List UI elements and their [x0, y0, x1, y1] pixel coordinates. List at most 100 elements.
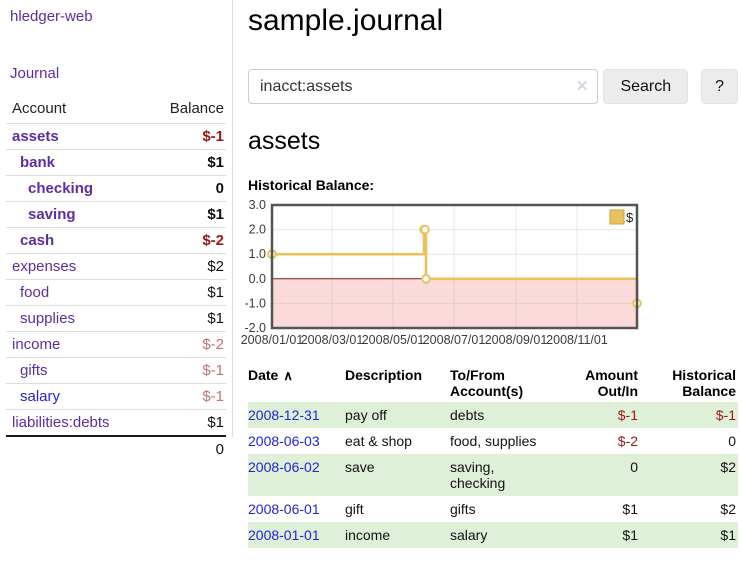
- sort-ascending-icon: ∧: [283, 368, 293, 383]
- account-balance: $-2: [144, 227, 226, 254]
- account-balance: $-1: [144, 357, 226, 384]
- transaction-date-link[interactable]: 2008-12-31: [248, 407, 320, 423]
- sidebar-account-row: food $1: [6, 279, 226, 306]
- date-cell: 2008-06-02: [248, 454, 345, 496]
- account-balance: 0: [144, 175, 226, 202]
- transaction-date-link[interactable]: 2008-06-01: [248, 501, 320, 517]
- date-cell: 2008-01-01: [248, 522, 345, 548]
- account-name-cell: cash: [6, 227, 145, 254]
- date-column-header: Date ∧: [248, 363, 345, 402]
- chart-canvas: $3.0 2.0 1.0 0.0 -1.0 -2.02008/01/012008/03/0…: [241, 198, 642, 347]
- account-balance: $-1: [144, 123, 226, 150]
- page-title: sample.journal: [248, 4, 444, 37]
- sidebar-account-link-expenses[interactable]: expenses: [12, 258, 77, 275]
- sidebar-account-link-gifts[interactable]: gifts: [20, 362, 48, 379]
- amount-cell: $1: [554, 522, 640, 548]
- svg-text:2008/09/01: 2008/09/01: [485, 333, 548, 347]
- sidebar-account-link-assets[interactable]: assets: [12, 128, 59, 145]
- sidebar-account-link-supplies[interactable]: supplies: [20, 310, 76, 327]
- chart-title: Historical Balance:: [248, 177, 375, 193]
- sidebar-account-link-bank[interactable]: bank: [20, 154, 56, 171]
- historical-balance-chart: $3.0 2.0 1.0 0.0 -1.0 -2.0 2008/01/01 2008/03/0…: [241, 198, 738, 350]
- account-name-cell: assets: [6, 123, 145, 150]
- amount-cell: $-2: [617, 433, 638, 449]
- clear-search-icon[interactable]: ✕: [575, 78, 589, 95]
- sidebar-account-row: expenses $2: [6, 253, 226, 280]
- account-balance: $-1: [144, 383, 226, 410]
- account-balance: $-2: [144, 331, 226, 358]
- sidebar-account-row: bank $1: [6, 149, 226, 176]
- search-input[interactable]: [248, 69, 599, 104]
- account-balance: $1: [144, 149, 226, 176]
- historical-balance-cell: $1: [640, 522, 738, 548]
- account-name-cell: food: [6, 279, 145, 306]
- amount-cell: 0: [554, 454, 640, 496]
- sidebar-account-row: cash $-2: [6, 227, 226, 254]
- sidebar-item-journal[interactable]: Journal: [10, 65, 60, 82]
- sidebar-account-link-cash[interactable]: cash: [20, 232, 55, 249]
- svg-text:2008/03/01: 2008/03/01: [301, 333, 364, 347]
- account-name-cell: checking: [6, 175, 145, 202]
- account-column-header: Account: [6, 96, 145, 124]
- sidebar-account-row: salary $-1: [6, 383, 226, 410]
- description-column-header: Description: [345, 367, 423, 383]
- register-table: Date ∧ Description To/From Account(s) Amo…: [248, 363, 738, 548]
- description-cell: income: [345, 522, 450, 548]
- svg-text:$: $: [626, 210, 634, 225]
- account-name-cell: income: [6, 331, 145, 358]
- accounts-table: Account Balance assets $-1 bank $1 checking 0…: [6, 96, 226, 462]
- svg-text:3.0: 3.0: [249, 198, 266, 212]
- sidebar-account-link-food[interactable]: food: [20, 284, 50, 301]
- transaction-row: 2008-06-03 eat & shop food, supplies $-2 0: [248, 428, 738, 454]
- sidebar: hledger-web Journal Account Balance asse…: [0, 0, 232, 462]
- sidebar-account-row: gifts $-1: [6, 357, 226, 384]
- svg-text:-1.0: -1.0: [244, 296, 266, 310]
- sidebar-account-link-income[interactable]: income: [12, 336, 61, 353]
- transaction-date-link[interactable]: 2008-06-03: [248, 433, 320, 449]
- transaction-date-link[interactable]: 2008-06-02: [248, 459, 320, 475]
- date-cell: 2008-06-03: [248, 428, 345, 454]
- help-button[interactable]: ?: [701, 69, 738, 104]
- account-balance: $1: [144, 305, 226, 332]
- account-name-cell: salary: [6, 383, 145, 410]
- date-sort-link[interactable]: Date ∧: [248, 367, 293, 383]
- historical-balance-cell: 0: [728, 433, 736, 449]
- account-name-cell: saving: [6, 201, 145, 228]
- svg-text:0.0: 0.0: [249, 272, 266, 286]
- accounts-header-row: Account Balance: [6, 96, 226, 124]
- sidebar-account-link-checking[interactable]: checking: [28, 180, 94, 197]
- account-name-cell: expenses: [6, 253, 145, 280]
- tofrom-accounts-cell: saving, checking: [450, 454, 554, 496]
- amount-column-header: Amount Out/In: [585, 367, 638, 399]
- search-button[interactable]: Search: [603, 69, 689, 104]
- historical-balance-cell: $-1: [640, 402, 738, 428]
- tofrom-accounts-cell: debts: [450, 402, 554, 428]
- sidebar-account-link-salary[interactable]: salary: [20, 388, 61, 405]
- account-balance: $1: [144, 201, 226, 228]
- transaction-row: 2008-06-01 gift gifts $1 $2: [248, 496, 738, 522]
- account-balance: $1: [144, 279, 226, 306]
- svg-text:2.0: 2.0: [249, 223, 266, 237]
- account-name-cell: bank: [6, 149, 145, 176]
- register-header-row: Date ∧ Description To/From Account(s) Amo…: [248, 363, 738, 402]
- description-cell: gift: [345, 501, 364, 517]
- sidebar-divider: [232, 0, 233, 437]
- svg-text:-2.0: -2.0: [244, 321, 266, 335]
- search-bar: ✕ Search ?: [248, 69, 738, 104]
- sidebar-account-link-liabilities-debts[interactable]: liabilities:debts: [12, 414, 110, 431]
- svg-text:2008/11/01: 2008/11/01: [546, 333, 608, 347]
- description-cell: eat & shop: [345, 433, 412, 449]
- account-name-cell: supplies: [6, 305, 145, 332]
- transaction-date-link[interactable]: 2008-01-01: [248, 527, 320, 543]
- tofrom-accounts-cell: salary: [450, 522, 554, 548]
- sidebar-account-row: saving $1: [6, 201, 226, 228]
- historical-balance-cell: $2: [640, 454, 738, 496]
- description-cell: pay off: [345, 402, 450, 428]
- sidebar-account-link-saving[interactable]: saving: [28, 206, 76, 223]
- app-brand-link[interactable]: hledger-web: [10, 8, 93, 25]
- svg-text:1.0: 1.0: [249, 247, 266, 261]
- historical-balance-cell: $2: [720, 501, 736, 517]
- svg-text:2008/07/01: 2008/07/01: [423, 333, 486, 347]
- svg-text:2008/05/01: 2008/05/01: [362, 333, 425, 347]
- transaction-row: 2008-06-02 save saving, checking 0 $2: [248, 454, 738, 496]
